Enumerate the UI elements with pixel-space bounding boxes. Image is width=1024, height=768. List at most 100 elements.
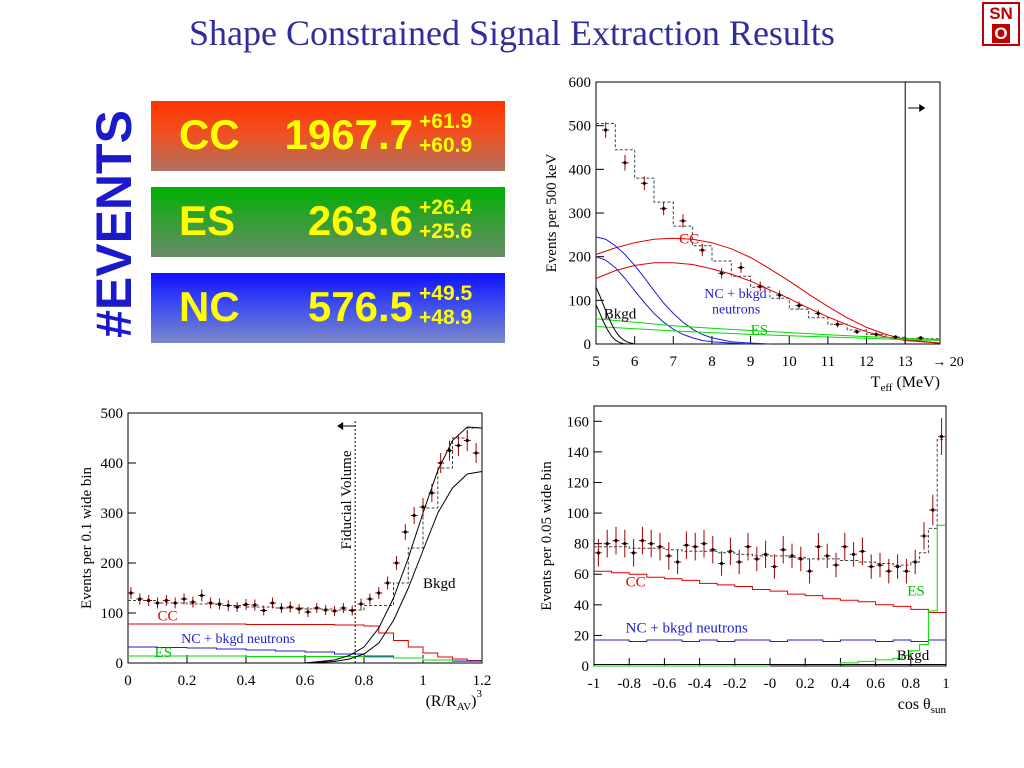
x-tick-label: 7 — [670, 354, 678, 370]
data-point — [825, 554, 829, 558]
x-tick-label: 1 — [942, 676, 950, 692]
bkgd-curve — [304, 426, 483, 664]
data-point — [808, 569, 812, 573]
nc-label-2: neutrons — [712, 302, 760, 317]
data-point — [279, 606, 283, 610]
data-point — [799, 557, 803, 561]
y-tick-label: 20 — [574, 628, 589, 644]
x-tick-label: -0.8 — [617, 676, 641, 692]
result-value: 1967.7 — [284, 111, 413, 158]
nc-label: NC + bkgd — [704, 287, 766, 302]
cc-curve — [595, 237, 941, 344]
data-point — [439, 461, 443, 465]
data-point — [869, 564, 873, 569]
data-point — [758, 284, 762, 288]
data-point — [896, 564, 900, 569]
result-box-cc: CC 1967.7 +61.9 +60.9 — [151, 101, 505, 171]
data-point — [720, 561, 724, 566]
data-point — [138, 597, 142, 601]
data-point — [253, 603, 257, 607]
result-name: ES — [179, 197, 236, 244]
data-point — [919, 336, 923, 340]
x-tick-label: -1 — [588, 676, 601, 692]
x-tick-label: 0.2 — [796, 676, 815, 692]
es-histogram — [128, 655, 482, 662]
data-point — [728, 549, 732, 553]
y-tick-label: 0 — [116, 656, 124, 672]
energy-spectrum-chart: 5 6 7 8 9 10 11 12 13 0 100 200 300 400 500 600 Events p… — [544, 75, 964, 394]
data-point — [711, 548, 715, 552]
data-point — [642, 181, 646, 185]
data-point — [456, 443, 460, 448]
es-curve — [595, 318, 941, 341]
cc-label: CC — [626, 574, 646, 590]
data-point — [605, 542, 609, 546]
data-point — [777, 293, 782, 297]
result-err-down: +60.9 — [419, 134, 473, 157]
data-point — [781, 548, 785, 552]
data-point — [474, 451, 478, 455]
fiducial-arrow-head — [337, 422, 344, 430]
y-axis-label: Events per 0.05 wide bin — [539, 461, 555, 611]
y-tick-label: 500 — [101, 406, 124, 422]
plot-frame — [595, 81, 941, 345]
x-tick-label: 0 — [124, 673, 132, 689]
data-point — [667, 554, 671, 558]
es-label: ES — [751, 322, 769, 338]
data-point — [623, 161, 627, 165]
logo-bottom-text: O — [992, 24, 1010, 43]
data-point — [649, 542, 653, 546]
data-point — [662, 207, 666, 211]
data-point — [129, 591, 133, 595]
data-point — [604, 128, 608, 132]
x-tick-label: 13 — [898, 354, 913, 370]
data-point — [394, 561, 399, 565]
bkgd-curve — [304, 471, 483, 664]
data-point — [147, 598, 151, 603]
y-tick-label: 120 — [567, 475, 590, 491]
y-axis-label: Events per 500 keV — [544, 153, 560, 272]
data-point — [447, 448, 452, 453]
data-point — [855, 330, 859, 334]
es-label: ES — [907, 584, 925, 600]
data-point — [368, 597, 372, 601]
y-axis-label: Events per 0.1 wide bin — [79, 466, 95, 609]
data-point — [262, 608, 266, 613]
nc-curve — [595, 236, 770, 345]
page-title: Shape Constrained Signal Extraction Resu… — [189, 13, 835, 53]
data-point — [852, 552, 856, 556]
data-point — [465, 438, 469, 443]
data-point — [913, 560, 917, 564]
sno-logo: SN O — [982, 2, 1020, 46]
x-tick-label: 0.4 — [831, 676, 850, 692]
x-tick-label: 5 — [592, 354, 600, 370]
x-tick-label: -0.6 — [653, 676, 677, 692]
x-tick-label: 9 — [747, 354, 755, 370]
data-point — [834, 563, 838, 567]
result-value: 576.5 — [307, 283, 413, 330]
data-point — [640, 538, 644, 543]
data-point — [681, 219, 685, 223]
data-point — [904, 569, 908, 573]
data-point — [341, 606, 345, 610]
result-err-up: +61.9 — [419, 110, 473, 133]
data-point — [315, 606, 319, 610]
data-point — [155, 601, 160, 605]
data-point — [632, 551, 636, 555]
result-err-down: +48.9 — [419, 306, 473, 329]
x-tick-label: -0.2 — [723, 676, 747, 692]
y-tick-label: 100 — [567, 506, 590, 522]
data-point — [182, 597, 186, 601]
data-point — [403, 530, 407, 534]
bkgd-label: Bkgd — [897, 648, 930, 664]
data-point — [720, 271, 724, 275]
data-point — [874, 332, 878, 336]
x-tick-label: 10 — [782, 354, 797, 370]
data-point — [797, 303, 801, 308]
data-point — [693, 545, 697, 549]
data-point — [764, 552, 768, 556]
data-point — [173, 601, 177, 605]
data-point — [164, 598, 168, 603]
y-tick-label: 40 — [574, 598, 589, 614]
data-point — [226, 603, 230, 608]
